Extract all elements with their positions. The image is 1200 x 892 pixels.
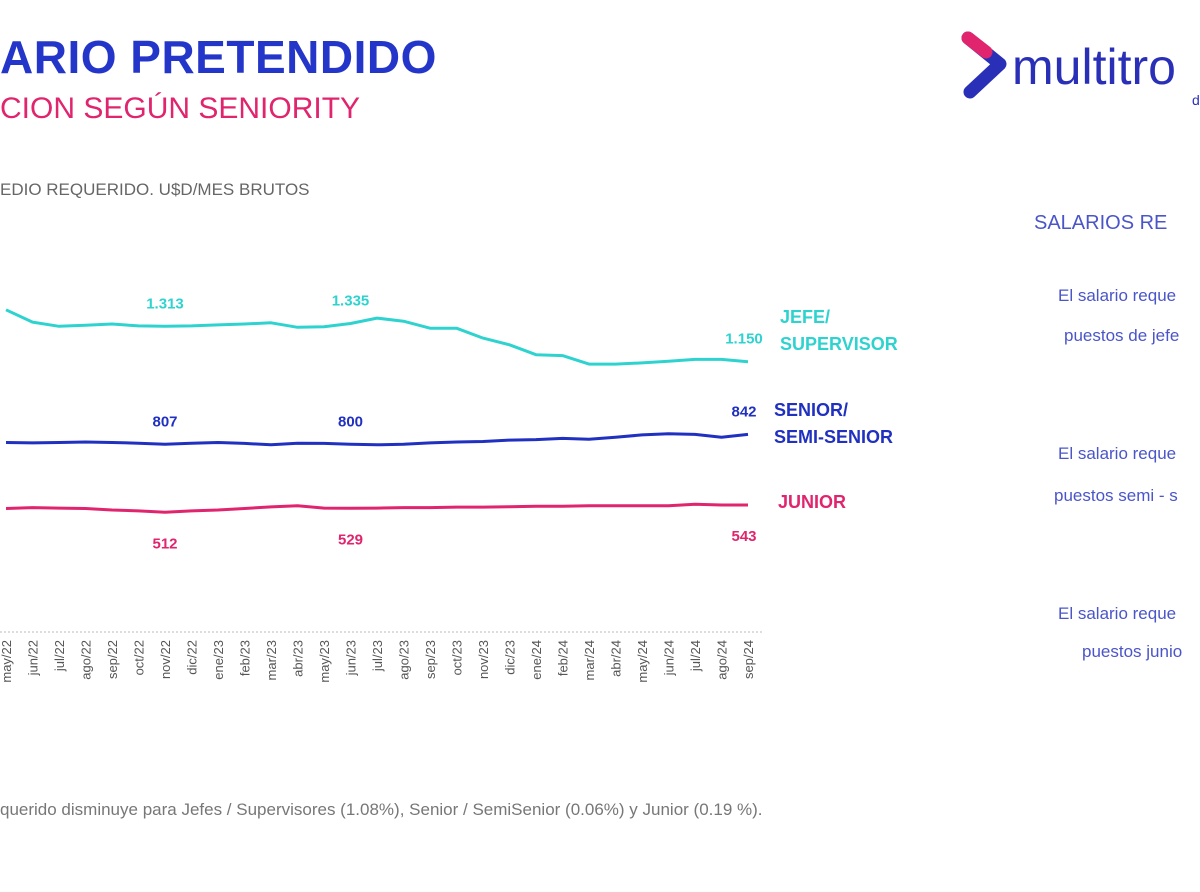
data-label: 800 xyxy=(338,413,363,430)
series-label: SEMI-SENIOR xyxy=(774,427,893,447)
x-tick-label: jun/24 xyxy=(662,640,677,676)
data-label: 1.335 xyxy=(332,293,370,310)
data-label: 529 xyxy=(338,531,363,548)
x-tick-label: oct/22 xyxy=(132,640,147,675)
line-chart: may/22 jun/22 jul/22 ago/22 sep/22 oct/22 nov/… xyxy=(0,293,898,683)
series-line-0 xyxy=(5,308,749,366)
right-panel-item-1-line2: puestos de jefe xyxy=(1064,326,1180,345)
x-tick-label: nov/23 xyxy=(476,640,491,679)
series-line-2 xyxy=(5,502,748,514)
x-tick-label: oct/23 xyxy=(450,640,465,675)
x-tick-label: dic/22 xyxy=(185,640,200,675)
x-tick-label: jul/23 xyxy=(370,640,385,672)
right-panel-heading: SALARIOS RE xyxy=(1034,212,1168,234)
x-tick-label: ago/22 xyxy=(79,640,94,680)
x-tick-label: jun/22 xyxy=(26,640,41,676)
data-label: 1.313 xyxy=(146,295,184,312)
x-tick-label: sep/24 xyxy=(741,640,756,679)
right-panel-item-2-line1: El salario reque xyxy=(1058,444,1177,463)
logo-subtext: de xyxy=(1192,92,1200,108)
series-label: SENIOR/ xyxy=(774,400,848,420)
data-label: 842 xyxy=(731,403,756,420)
x-tick-label: mar/23 xyxy=(264,640,279,680)
x-tick-label: jul/22 xyxy=(52,640,67,672)
series-label: JUNIOR xyxy=(778,492,846,512)
series-label: JEFE/ xyxy=(780,307,830,327)
logo-text: multitro xyxy=(1012,39,1176,95)
x-tick-label: sep/22 xyxy=(105,640,120,679)
x-tick-label: dic/23 xyxy=(503,640,518,675)
footer-note: querido disminuye para Jefes / Superviso… xyxy=(0,800,763,819)
x-tick-label: ago/23 xyxy=(397,640,412,680)
x-tick-label: feb/24 xyxy=(556,640,571,676)
data-label: 807 xyxy=(152,413,177,430)
chevron-logo-icon xyxy=(961,31,1007,99)
x-tick-label: jun/23 xyxy=(344,640,359,676)
x-tick-label: ene/23 xyxy=(211,640,226,680)
x-tick-label: ene/24 xyxy=(529,640,544,680)
x-tick-label: ago/24 xyxy=(715,640,730,680)
x-tick-label: may/24 xyxy=(635,640,650,683)
x-tick-label: jul/24 xyxy=(688,640,703,672)
data-label: 512 xyxy=(152,535,177,552)
data-label: 1.150 xyxy=(725,331,763,348)
data-label: 543 xyxy=(731,528,756,545)
page-subtitle: CION SEGÚN SENIORITY xyxy=(0,92,361,125)
right-panel-item-1-line1: El salario reque xyxy=(1058,286,1177,305)
x-tick-label: abr/24 xyxy=(609,640,624,677)
series-line-1 xyxy=(5,432,749,447)
x-tick-label: feb/23 xyxy=(238,640,253,676)
x-tick-label: may/22 xyxy=(0,640,14,683)
x-tick-label: mar/24 xyxy=(582,640,597,680)
x-tick-label: nov/22 xyxy=(158,640,173,679)
right-panel-item-3-line1: El salario reque xyxy=(1058,604,1177,623)
x-tick-label: sep/23 xyxy=(423,640,438,679)
series-label: SUPERVISOR xyxy=(780,334,898,354)
x-tick-label: may/23 xyxy=(317,640,332,683)
right-panel-item-3-line2: puestos junio xyxy=(1082,642,1183,661)
unit-note: EDIO REQUERIDO. U$D/MES BRUTOS xyxy=(0,180,310,199)
page-title: ARIO PRETENDIDO xyxy=(0,31,437,83)
right-panel-item-2-line2: puestos semi - s xyxy=(1054,486,1178,505)
x-tick-label: abr/23 xyxy=(291,640,306,677)
